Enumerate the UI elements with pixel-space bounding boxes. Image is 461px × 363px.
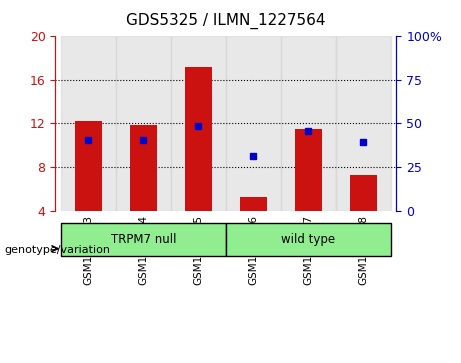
Bar: [295, 129, 322, 211]
Text: wild type: wild type: [281, 233, 336, 246]
Bar: [336, 36, 391, 211]
Bar: [61, 36, 116, 211]
Bar: [130, 125, 157, 211]
Text: TRPM7 null: TRPM7 null: [111, 233, 176, 246]
FancyBboxPatch shape: [61, 223, 226, 256]
Bar: [184, 67, 212, 211]
Bar: [226, 36, 281, 211]
Bar: [75, 121, 102, 211]
Bar: [116, 36, 171, 211]
Bar: [281, 36, 336, 211]
Bar: [171, 36, 226, 211]
Bar: [350, 175, 377, 211]
FancyBboxPatch shape: [226, 223, 391, 256]
Title: GDS5325 / ILMN_1227564: GDS5325 / ILMN_1227564: [126, 13, 325, 29]
Text: genotype/variation: genotype/variation: [5, 245, 111, 256]
Bar: [240, 197, 267, 211]
